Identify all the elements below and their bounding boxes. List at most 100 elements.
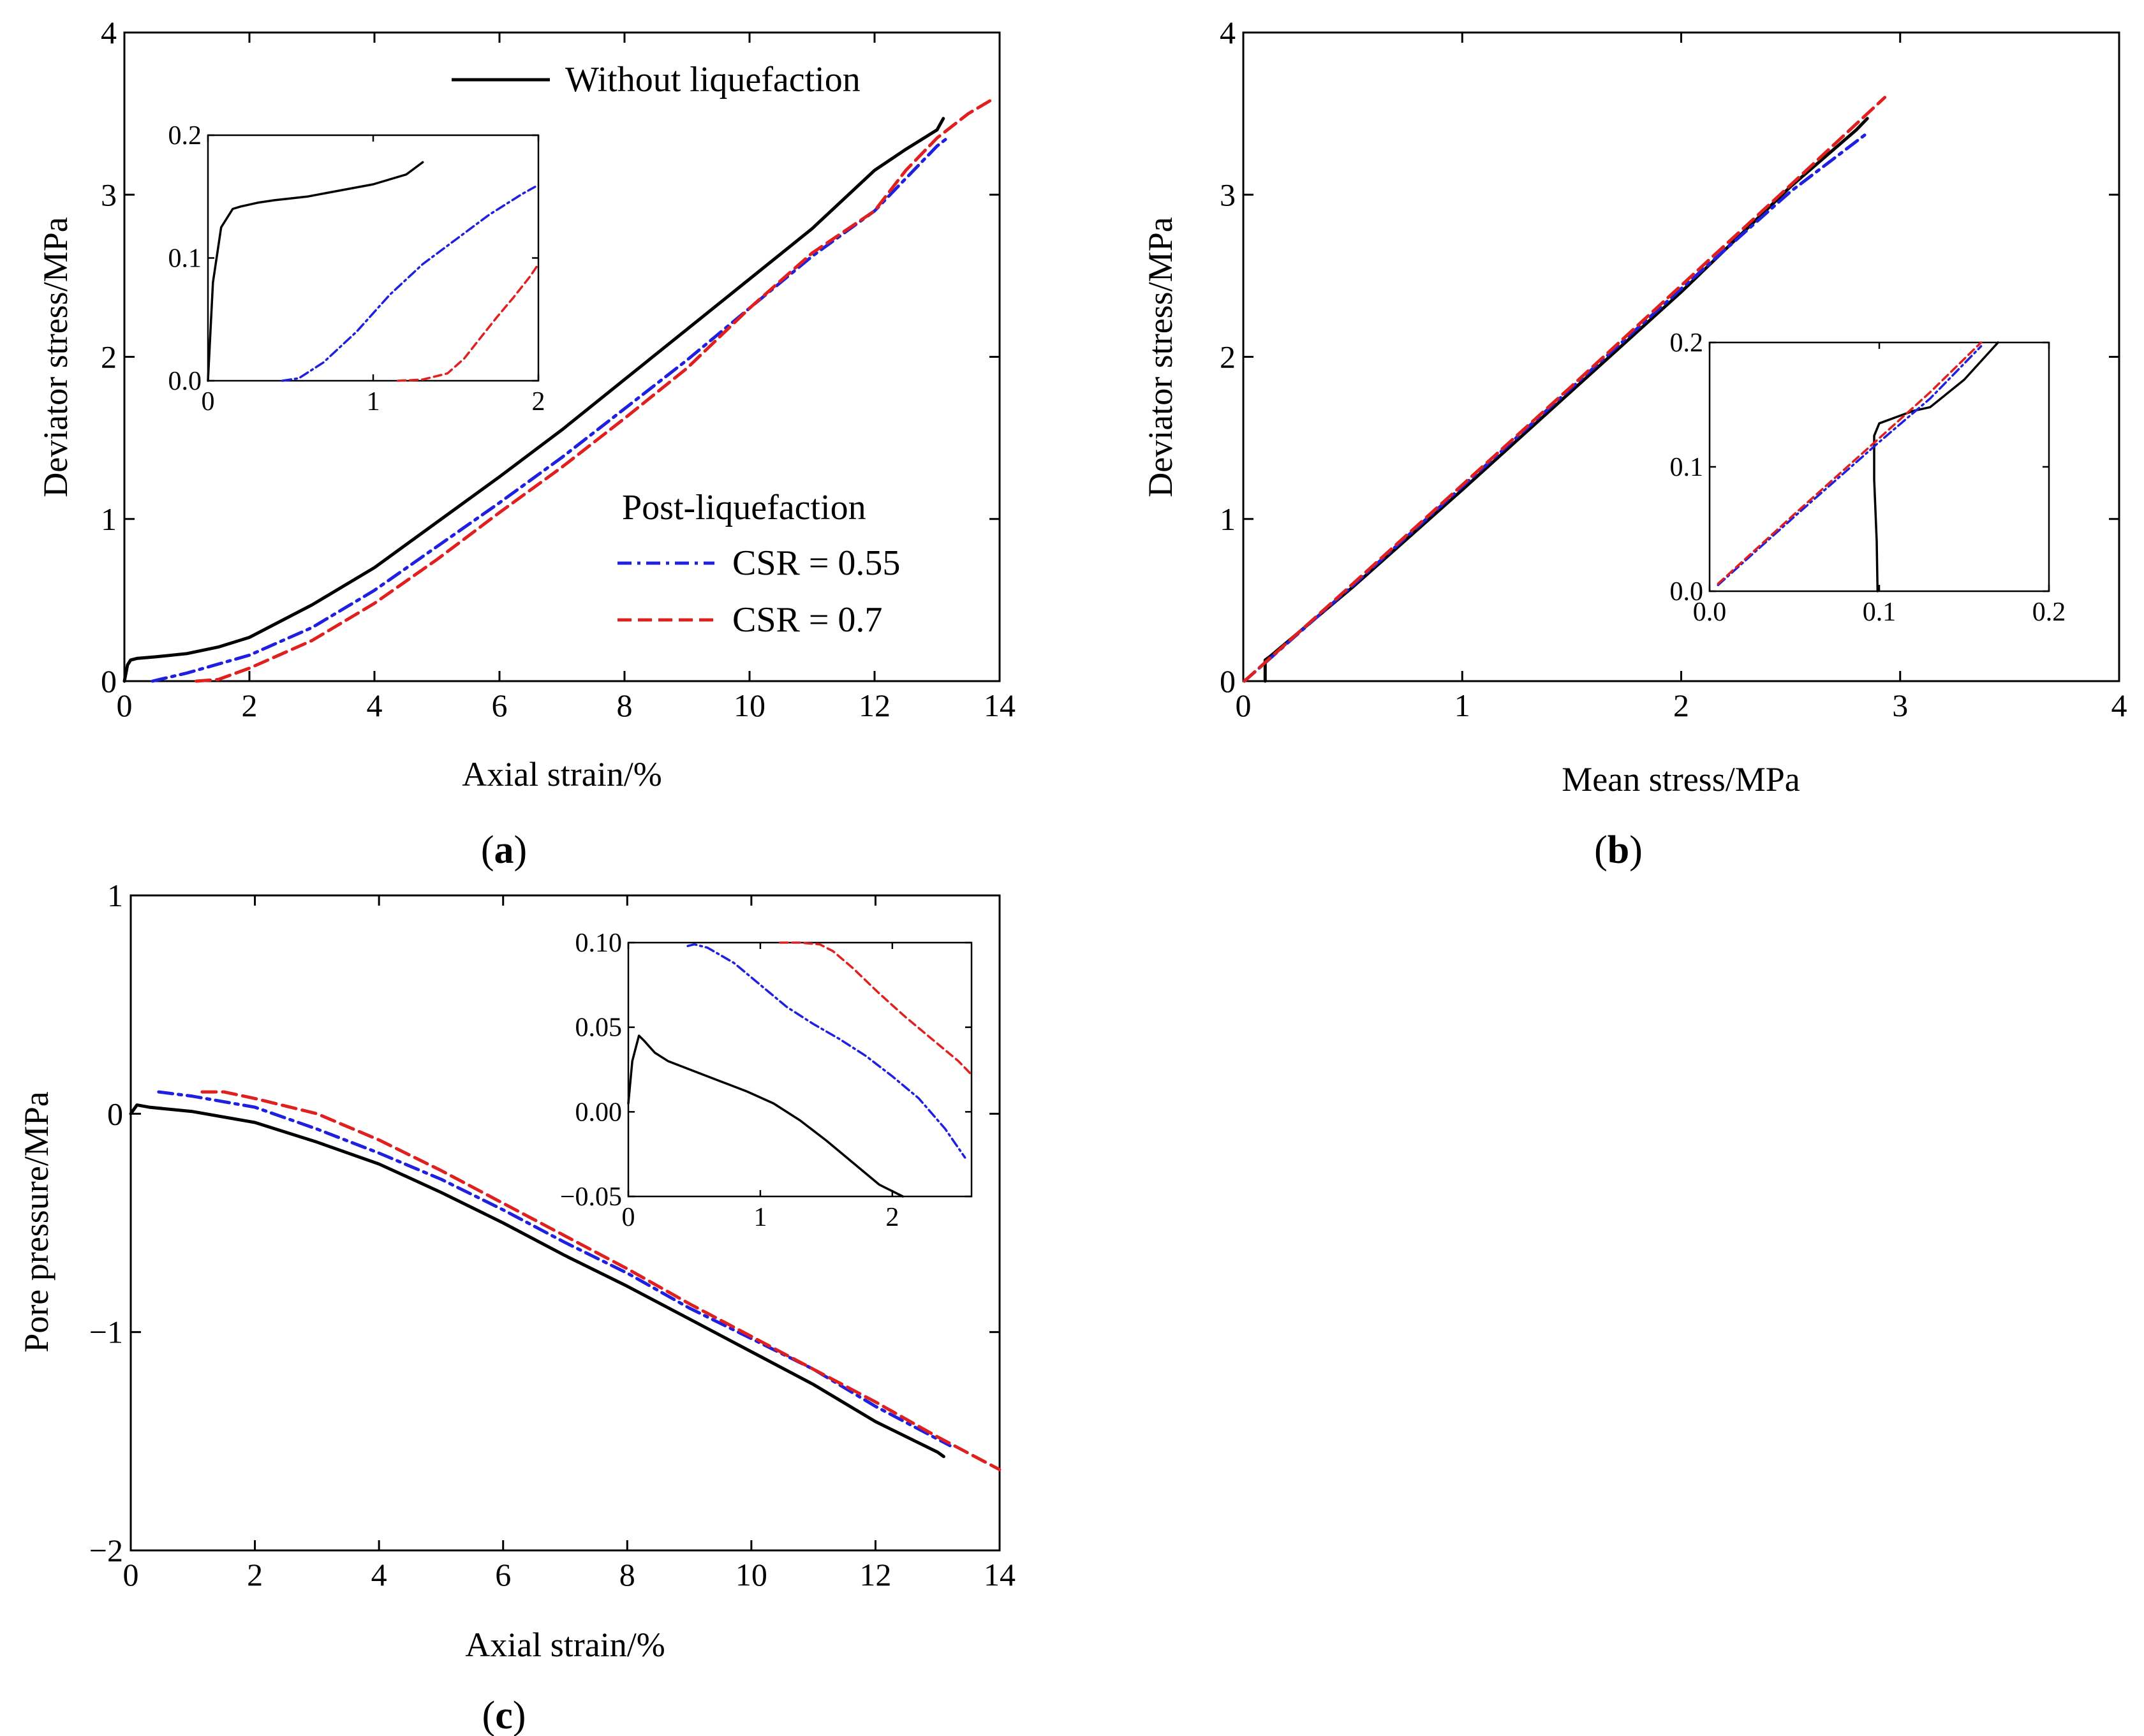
- panel-a-caption-open: (: [481, 828, 494, 872]
- panel-c-caption: (c): [482, 1694, 526, 1736]
- panel-b-inset-series: [1717, 341, 1999, 592]
- panel-c-inset-xtick-label: 2: [885, 1203, 899, 1232]
- panel-b-ytick-label: 3: [1220, 177, 1236, 212]
- panel-a-inset-series-csr07: [397, 263, 540, 382]
- panel-b-xtick-label: 3: [1892, 688, 1908, 723]
- panel-b-xtick-label: 1: [1454, 688, 1470, 723]
- panel-c-caption-letter: c: [495, 1694, 513, 1736]
- panel-b-inset-ytick-label: 0.2: [1670, 328, 1704, 358]
- panel-c-inset-series-csr07: [779, 941, 973, 1076]
- panel-c-inset-ticks: 0 1 2 −0.05 0.00 0.05 0.10: [560, 929, 972, 1232]
- panel-b-caption-letter: b: [1608, 828, 1629, 872]
- panel-c-inset-series-without: [627, 1034, 905, 1198]
- panel-a-ytick-label: 4: [101, 15, 117, 50]
- panel-b: 0 1 2 3 4 0 1 2 3 4 Mean stress/MPa Deviator stre…: [1141, 15, 2127, 872]
- panel-a-series-without: [122, 117, 945, 683]
- panel-a-xtick-label: 14: [984, 688, 1016, 723]
- panel-c-ytick-label: 0: [107, 1096, 123, 1131]
- legend-csr055-label: CSR = 0.55: [732, 543, 900, 583]
- panel-a-caption: (a): [481, 828, 527, 872]
- panel-b-inset-ytick-label: 0.1: [1670, 453, 1704, 482]
- svg-text:(c): (c): [482, 1694, 526, 1736]
- panel-b-caption-close: ): [1629, 828, 1643, 872]
- panel-c: 0 2 4 6 8 10 12 14−2−101 Axial strain/% Pore pr…: [17, 878, 1016, 1736]
- panel-c-series-csr055: [157, 1090, 952, 1448]
- panel-a-inset-series-csr055: [281, 186, 536, 382]
- panel-c-xtick-label: 6: [495, 1557, 511, 1593]
- panel-c-inset-ytick-label: −0.05: [560, 1182, 622, 1212]
- panel-b-series: [1243, 96, 1887, 683]
- panel-b-xtick-label: 4: [2111, 688, 2127, 723]
- panel-a-inset-xtick-label: 1: [367, 387, 380, 416]
- panel-c-inset-xtick-label: 1: [753, 1203, 767, 1232]
- panel-a-xtick-label: 2: [242, 688, 258, 723]
- panel-a-inset-ytick-label: 0.1: [168, 244, 202, 274]
- panel-c-xtick-label: 12: [859, 1557, 891, 1593]
- panel-c-ytick-label: 1: [107, 878, 123, 913]
- panel-c-series-without: [129, 1103, 945, 1459]
- panel-b-ytick-label: 2: [1220, 339, 1236, 375]
- panel-a-series-csr055: [151, 135, 952, 683]
- svg-text:(a): (a): [481, 828, 527, 872]
- panel-b-series-csr07: [1243, 96, 1887, 683]
- panel-c-inset-ytick-label: 0.10: [575, 929, 623, 958]
- panel-b-xtick-label: 2: [1673, 688, 1689, 723]
- panel-b-inset-ytick-label: 0.0: [1670, 577, 1704, 607]
- panel-a-caption-close: ): [514, 828, 528, 872]
- panel-b-inset-series-csr055: [1717, 345, 1983, 587]
- panel-a-caption-letter: a: [494, 828, 514, 872]
- panel-c-frame: [129, 894, 1001, 1552]
- legend-group-title: Post-liquefaction: [622, 488, 866, 527]
- panel-a-xlabel: Axial strain/%: [462, 755, 662, 793]
- panel-c-inset-ytick-label: 0.00: [575, 1098, 623, 1127]
- panel-b-inset-xtick-label: 0.0: [1693, 598, 1727, 627]
- panel-b-caption-open: (: [1594, 828, 1608, 872]
- panel-c-xtick-label: 2: [247, 1557, 263, 1593]
- panel-b-ylabel: Deviator stress/MPa: [1141, 217, 1179, 497]
- panel-c-ytick-label: −2: [89, 1533, 123, 1568]
- panel-a-inset-xtick-label: 2: [532, 387, 545, 416]
- panel-c-ylabel: Pore pressure/MPa: [17, 1091, 55, 1352]
- panel-b-inset-series-without: [1873, 341, 1999, 592]
- panel-a-ytick-label: 1: [101, 501, 117, 537]
- panel-b-ticks: 0 1 2 3 4 0 1 2 3 4: [1220, 15, 2127, 723]
- panel-c-xtick-label: 10: [736, 1557, 767, 1593]
- panel-a-ytick-label: 2: [101, 339, 117, 375]
- panel-a-ytick-label: 3: [101, 177, 117, 212]
- panel-a-inset-xtick-label: 0: [202, 387, 215, 416]
- panel-a-ytick-label: 0: [101, 663, 117, 699]
- panel-a-inset: 0 1 2 0.0 0.1 0.2: [168, 121, 545, 416]
- panel-a-inset-ytick-label: 0.2: [168, 121, 202, 151]
- panel-c-ticks: 0 2 4 6 8 10 12 14−2−101: [89, 878, 1016, 1593]
- panel-b-xlabel: Mean stress/MPa: [1562, 760, 1800, 798]
- panel-c-xtick-label: 14: [984, 1557, 1016, 1593]
- panel-c-series-csr07: [200, 1090, 1002, 1471]
- panel-b-inset-series-csr07: [1717, 341, 1983, 585]
- svg-text:(b): (b): [1594, 828, 1643, 872]
- panel-b-caption: (b): [1594, 828, 1643, 872]
- panel-c-inset-series: [627, 941, 973, 1198]
- panel-a-series-csr07: [195, 99, 992, 683]
- panel-a-xtick-label: 6: [492, 688, 508, 723]
- panel-b-ytick-label: 0: [1220, 663, 1236, 699]
- panel-b-ytick-label: 4: [1220, 15, 1236, 50]
- panel-a-xtick-label: 0: [117, 688, 133, 723]
- panel-c-ytick-label: −1: [89, 1314, 123, 1350]
- panel-c-xlabel: Axial strain/%: [465, 1626, 665, 1664]
- panel-b-ytick-label: 1: [1220, 501, 1236, 537]
- panel-c-inset-xtick-label: 0: [622, 1203, 635, 1232]
- panel-a-inset-ticks: 0 1 2 0.0 0.1 0.2: [168, 121, 545, 416]
- panel-b-inset-xtick-label: 0.2: [2032, 598, 2066, 627]
- panel-a-xtick-label: 12: [859, 688, 891, 723]
- panel-c-caption-close: ): [513, 1694, 526, 1736]
- panel-a-inset-series-without: [207, 161, 424, 382]
- panel-b-xtick-label: 0: [1236, 688, 1252, 723]
- legend-without-label: Without liquefaction: [565, 60, 861, 99]
- panel-c-inset: 0 1 2 −0.05 0.00 0.05 0.10: [560, 929, 973, 1232]
- panel-c-xtick-label: 8: [619, 1557, 635, 1593]
- panel-a-inset-ytick-label: 0.0: [168, 367, 202, 396]
- panel-a-inset-series: [207, 161, 540, 382]
- panel-c-caption-open: (: [482, 1694, 496, 1736]
